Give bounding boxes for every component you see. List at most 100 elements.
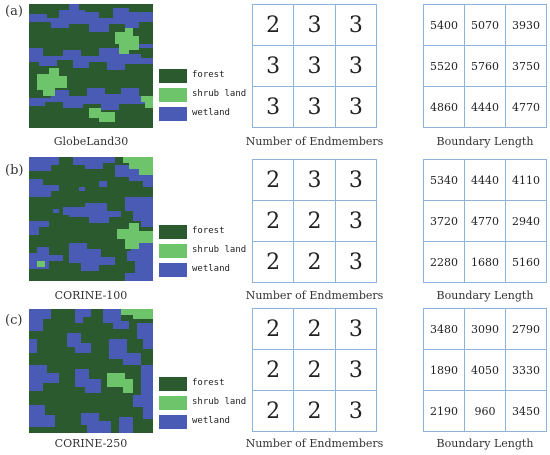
boundary-cell: 4110 (505, 159, 547, 201)
boundary-cell: 2190 (423, 390, 465, 432)
boundary-cell: 4440 (464, 159, 506, 201)
boundary-grid-c: 3480 3090 2790 1890 4050 3330 2190 960 3… (423, 308, 547, 432)
legend-item-wetland: wetland (159, 263, 279, 277)
endmember-cell: 3 (293, 4, 336, 46)
boundary-cell: 2790 (505, 308, 547, 350)
boundary-cell: 5400 (423, 4, 465, 46)
endmember-cell: 3 (293, 86, 336, 128)
panel-label-c: (c) (5, 313, 23, 328)
land-cover-map-globeland30 (29, 4, 153, 128)
map-caption-c: CORINE-250 (54, 437, 128, 450)
boundary-cell: 2940 (505, 200, 547, 242)
boundary-cell: 1680 (464, 241, 506, 283)
endmember-cell: 3 (251, 86, 295, 128)
legend-label-shrub: shrub land (192, 397, 247, 407)
boundary-cell: 3090 (464, 308, 506, 350)
endmember-cell: 3 (334, 349, 378, 391)
endmember-cell: 3 (251, 45, 295, 87)
boundary-cell: 3330 (505, 349, 547, 391)
boundary-grid-b: 5340 4440 4110 3720 4770 2940 2280 1680 … (423, 159, 547, 283)
endmember-cell: 2 (251, 200, 295, 242)
map-caption-b: CORINE-100 (54, 289, 128, 302)
endmember-cell: 2 (293, 200, 336, 242)
forest-swatch (159, 377, 187, 391)
shrub-swatch (159, 396, 187, 410)
boundary-cell: 4050 (464, 349, 506, 391)
boundary-cell: 4770 (505, 86, 547, 128)
legend-item-forest: forest (159, 377, 279, 391)
boundary-cell: 5070 (464, 4, 506, 46)
endmember-cell: 3 (334, 390, 378, 432)
boundary-grid-a: 5400 5070 3930 5520 5760 3750 4860 4440 … (423, 4, 547, 128)
wetland-swatch (159, 415, 187, 429)
forest-swatch (159, 225, 187, 239)
boundary-cell: 4860 (423, 86, 465, 128)
legend-item-shrub: shrub land (159, 396, 279, 410)
endmember-cell: 2 (251, 241, 295, 283)
boundary-cell: 4770 (464, 200, 506, 242)
boundary-caption-c: Boundary Length (436, 437, 534, 450)
boundary-cell: 1890 (423, 349, 465, 391)
endmember-cell: 3 (334, 308, 378, 350)
shrub-swatch (159, 88, 187, 102)
endmember-cell: 2 (293, 241, 336, 283)
endmembers-grid-b: 2 3 3 2 2 3 2 2 3 (251, 159, 378, 283)
legend-item-shrub: shrub land (159, 244, 279, 258)
endmember-cell: 3 (334, 159, 378, 201)
land-cover-map-corine-100 (29, 157, 153, 281)
boundary-cell: 5520 (423, 45, 465, 87)
boundary-cell: 3480 (423, 308, 465, 350)
legend-item-wetland: wetland (159, 107, 279, 121)
endmembers-caption-a: Number of Endmembers (245, 135, 384, 148)
endmember-cell: 2 (251, 308, 295, 350)
wetland-swatch (159, 107, 187, 121)
legend-label-wetland: wetland (192, 416, 230, 426)
land-cover-map-corine-250 (29, 309, 153, 433)
boundary-cell: 2280 (423, 241, 465, 283)
endmember-cell: 3 (334, 45, 378, 87)
legend-item-shrub: shrub land (159, 88, 279, 102)
endmembers-grid-c: 2 2 3 2 2 3 2 2 3 (251, 308, 378, 432)
legend-label-wetland: wetland (192, 264, 230, 274)
wetland-swatch (159, 263, 187, 277)
boundary-cell: 3750 (505, 45, 547, 87)
legend-label-shrub: shrub land (192, 89, 247, 99)
endmember-cell: 2 (293, 308, 336, 350)
endmember-cell: 3 (293, 45, 336, 87)
boundary-cell: 3720 (423, 200, 465, 242)
endmember-cell: 2 (251, 4, 295, 46)
boundary-caption-b: Boundary Length (436, 289, 534, 302)
endmember-cell: 3 (334, 86, 378, 128)
legend-label-forest: forest (192, 226, 225, 236)
endmember-cell: 3 (334, 200, 378, 242)
endmember-cell: 3 (334, 241, 378, 283)
boundary-cell: 5760 (464, 45, 506, 87)
legend-label-forest: forest (192, 70, 225, 80)
boundary-cell: 5340 (423, 159, 465, 201)
legend-label-shrub: shrub land (192, 245, 247, 255)
boundary-cell: 3930 (505, 4, 547, 46)
boundary-cell: 3450 (505, 390, 547, 432)
legend-label-wetland: wetland (192, 108, 230, 118)
endmembers-grid-a: 2 3 3 3 3 3 3 3 3 (251, 4, 378, 128)
endmember-cell: 3 (334, 4, 378, 46)
legend-item-wetland: wetland (159, 415, 279, 429)
legend-item-forest: forest (159, 69, 279, 83)
endmember-cell: 2 (251, 390, 295, 432)
panel-label-a: (a) (5, 4, 23, 19)
endmembers-caption-c: Number of Endmembers (245, 437, 384, 450)
boundary-cell: 4440 (464, 86, 506, 128)
endmembers-caption-b: Number of Endmembers (245, 289, 384, 302)
boundary-cell: 5160 (505, 241, 547, 283)
endmember-cell: 2 (293, 349, 336, 391)
panel-label-b: (b) (5, 163, 24, 178)
legend-item-forest: forest (159, 225, 279, 239)
forest-swatch (159, 69, 187, 83)
endmember-cell: 2 (251, 159, 295, 201)
map-caption-a: GlobeLand30 (53, 135, 129, 148)
endmember-cell: 3 (293, 159, 336, 201)
shrub-swatch (159, 244, 187, 258)
boundary-cell: 960 (464, 390, 506, 432)
boundary-caption-a: Boundary Length (436, 135, 534, 148)
legend-label-forest: forest (192, 378, 225, 388)
